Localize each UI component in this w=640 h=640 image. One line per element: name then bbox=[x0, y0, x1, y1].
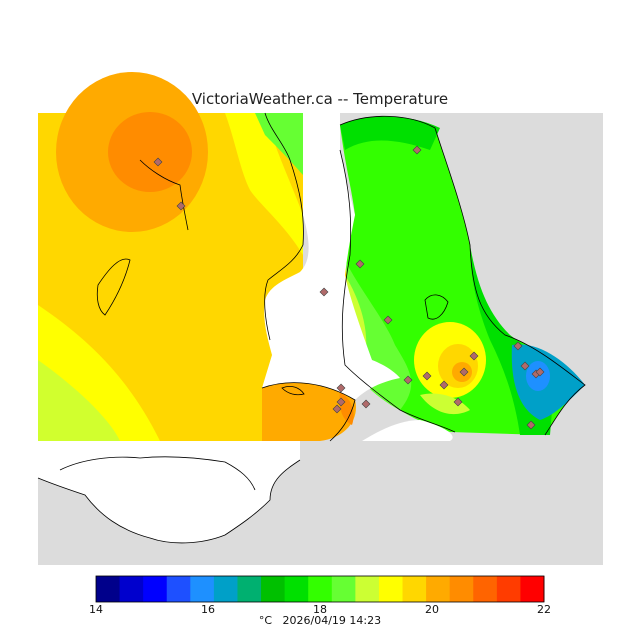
coastline bbox=[37, 112, 586, 544]
station-diamond-icon[interactable] bbox=[319, 287, 329, 297]
station-diamond-icon[interactable] bbox=[355, 259, 365, 269]
legend-color-swatch bbox=[331, 576, 356, 602]
legend-color-swatch bbox=[473, 576, 498, 602]
map-title: VictoriaWeather.ca -- Temperature bbox=[191, 90, 449, 108]
station-diamond-icon[interactable] bbox=[412, 145, 422, 155]
station-diamond-icon[interactable] bbox=[176, 201, 186, 211]
legend-tick-label: 18 bbox=[313, 603, 327, 616]
station-diamond-icon[interactable] bbox=[469, 351, 479, 361]
legend-color-swatch bbox=[496, 576, 521, 602]
station-diamond-icon[interactable] bbox=[422, 371, 432, 381]
station-diamond-icon[interactable] bbox=[153, 157, 163, 167]
legend-tick-label: 14 bbox=[89, 603, 103, 616]
station-diamond-icon[interactable] bbox=[439, 380, 449, 390]
legend-tick-label: 20 bbox=[425, 603, 439, 616]
legend-color-swatch bbox=[96, 576, 121, 602]
legend-tick-label: 22 bbox=[537, 603, 551, 616]
legend-color-swatch bbox=[261, 576, 286, 602]
legend-frame bbox=[95, 575, 545, 603]
station-diamond-icon[interactable] bbox=[336, 397, 346, 407]
station-diamond-icon[interactable] bbox=[383, 315, 393, 325]
station-diamond-icon[interactable] bbox=[403, 375, 413, 385]
legend-tick-label: 16 bbox=[201, 603, 215, 616]
water-area bbox=[38, 113, 453, 543]
legend-color-swatch bbox=[190, 576, 215, 602]
legend-color-swatch bbox=[119, 576, 144, 602]
station-diamond-icon[interactable] bbox=[535, 367, 545, 377]
legend-color-swatch bbox=[520, 576, 545, 602]
station-diamond-icon[interactable] bbox=[361, 399, 371, 409]
legend-color-swatch bbox=[449, 576, 474, 602]
legend-color-swatch bbox=[284, 576, 309, 602]
station-diamond-icon[interactable] bbox=[459, 367, 469, 377]
legend-color-swatch bbox=[143, 576, 168, 602]
legend-color-swatch bbox=[378, 576, 404, 602]
station-diamond-icon[interactable] bbox=[336, 383, 346, 393]
legend-color-swatch bbox=[213, 576, 238, 602]
station-markers[interactable] bbox=[153, 145, 545, 430]
legend-color-swatch bbox=[426, 576, 451, 602]
station-diamond-icon[interactable] bbox=[513, 341, 523, 351]
station-diamond-icon[interactable] bbox=[453, 397, 463, 407]
west-temperature-field bbox=[38, 72, 303, 441]
station-diamond-icon[interactable] bbox=[332, 404, 342, 414]
station-diamond-icon[interactable] bbox=[526, 420, 536, 430]
color-legend-bar bbox=[95, 575, 545, 603]
color-legend-ticks: 14 16 18 20 22 bbox=[89, 603, 551, 616]
legend-color-swatch bbox=[402, 576, 427, 602]
legend-color-swatch bbox=[166, 576, 191, 602]
legend-color-swatch bbox=[308, 576, 333, 602]
legend-caption: °C 2026/04/19 14:23 bbox=[258, 614, 382, 627]
station-diamond-icon[interactable] bbox=[520, 361, 530, 371]
legend-color-swatch bbox=[355, 576, 380, 602]
legend-color-swatch bbox=[237, 576, 262, 602]
